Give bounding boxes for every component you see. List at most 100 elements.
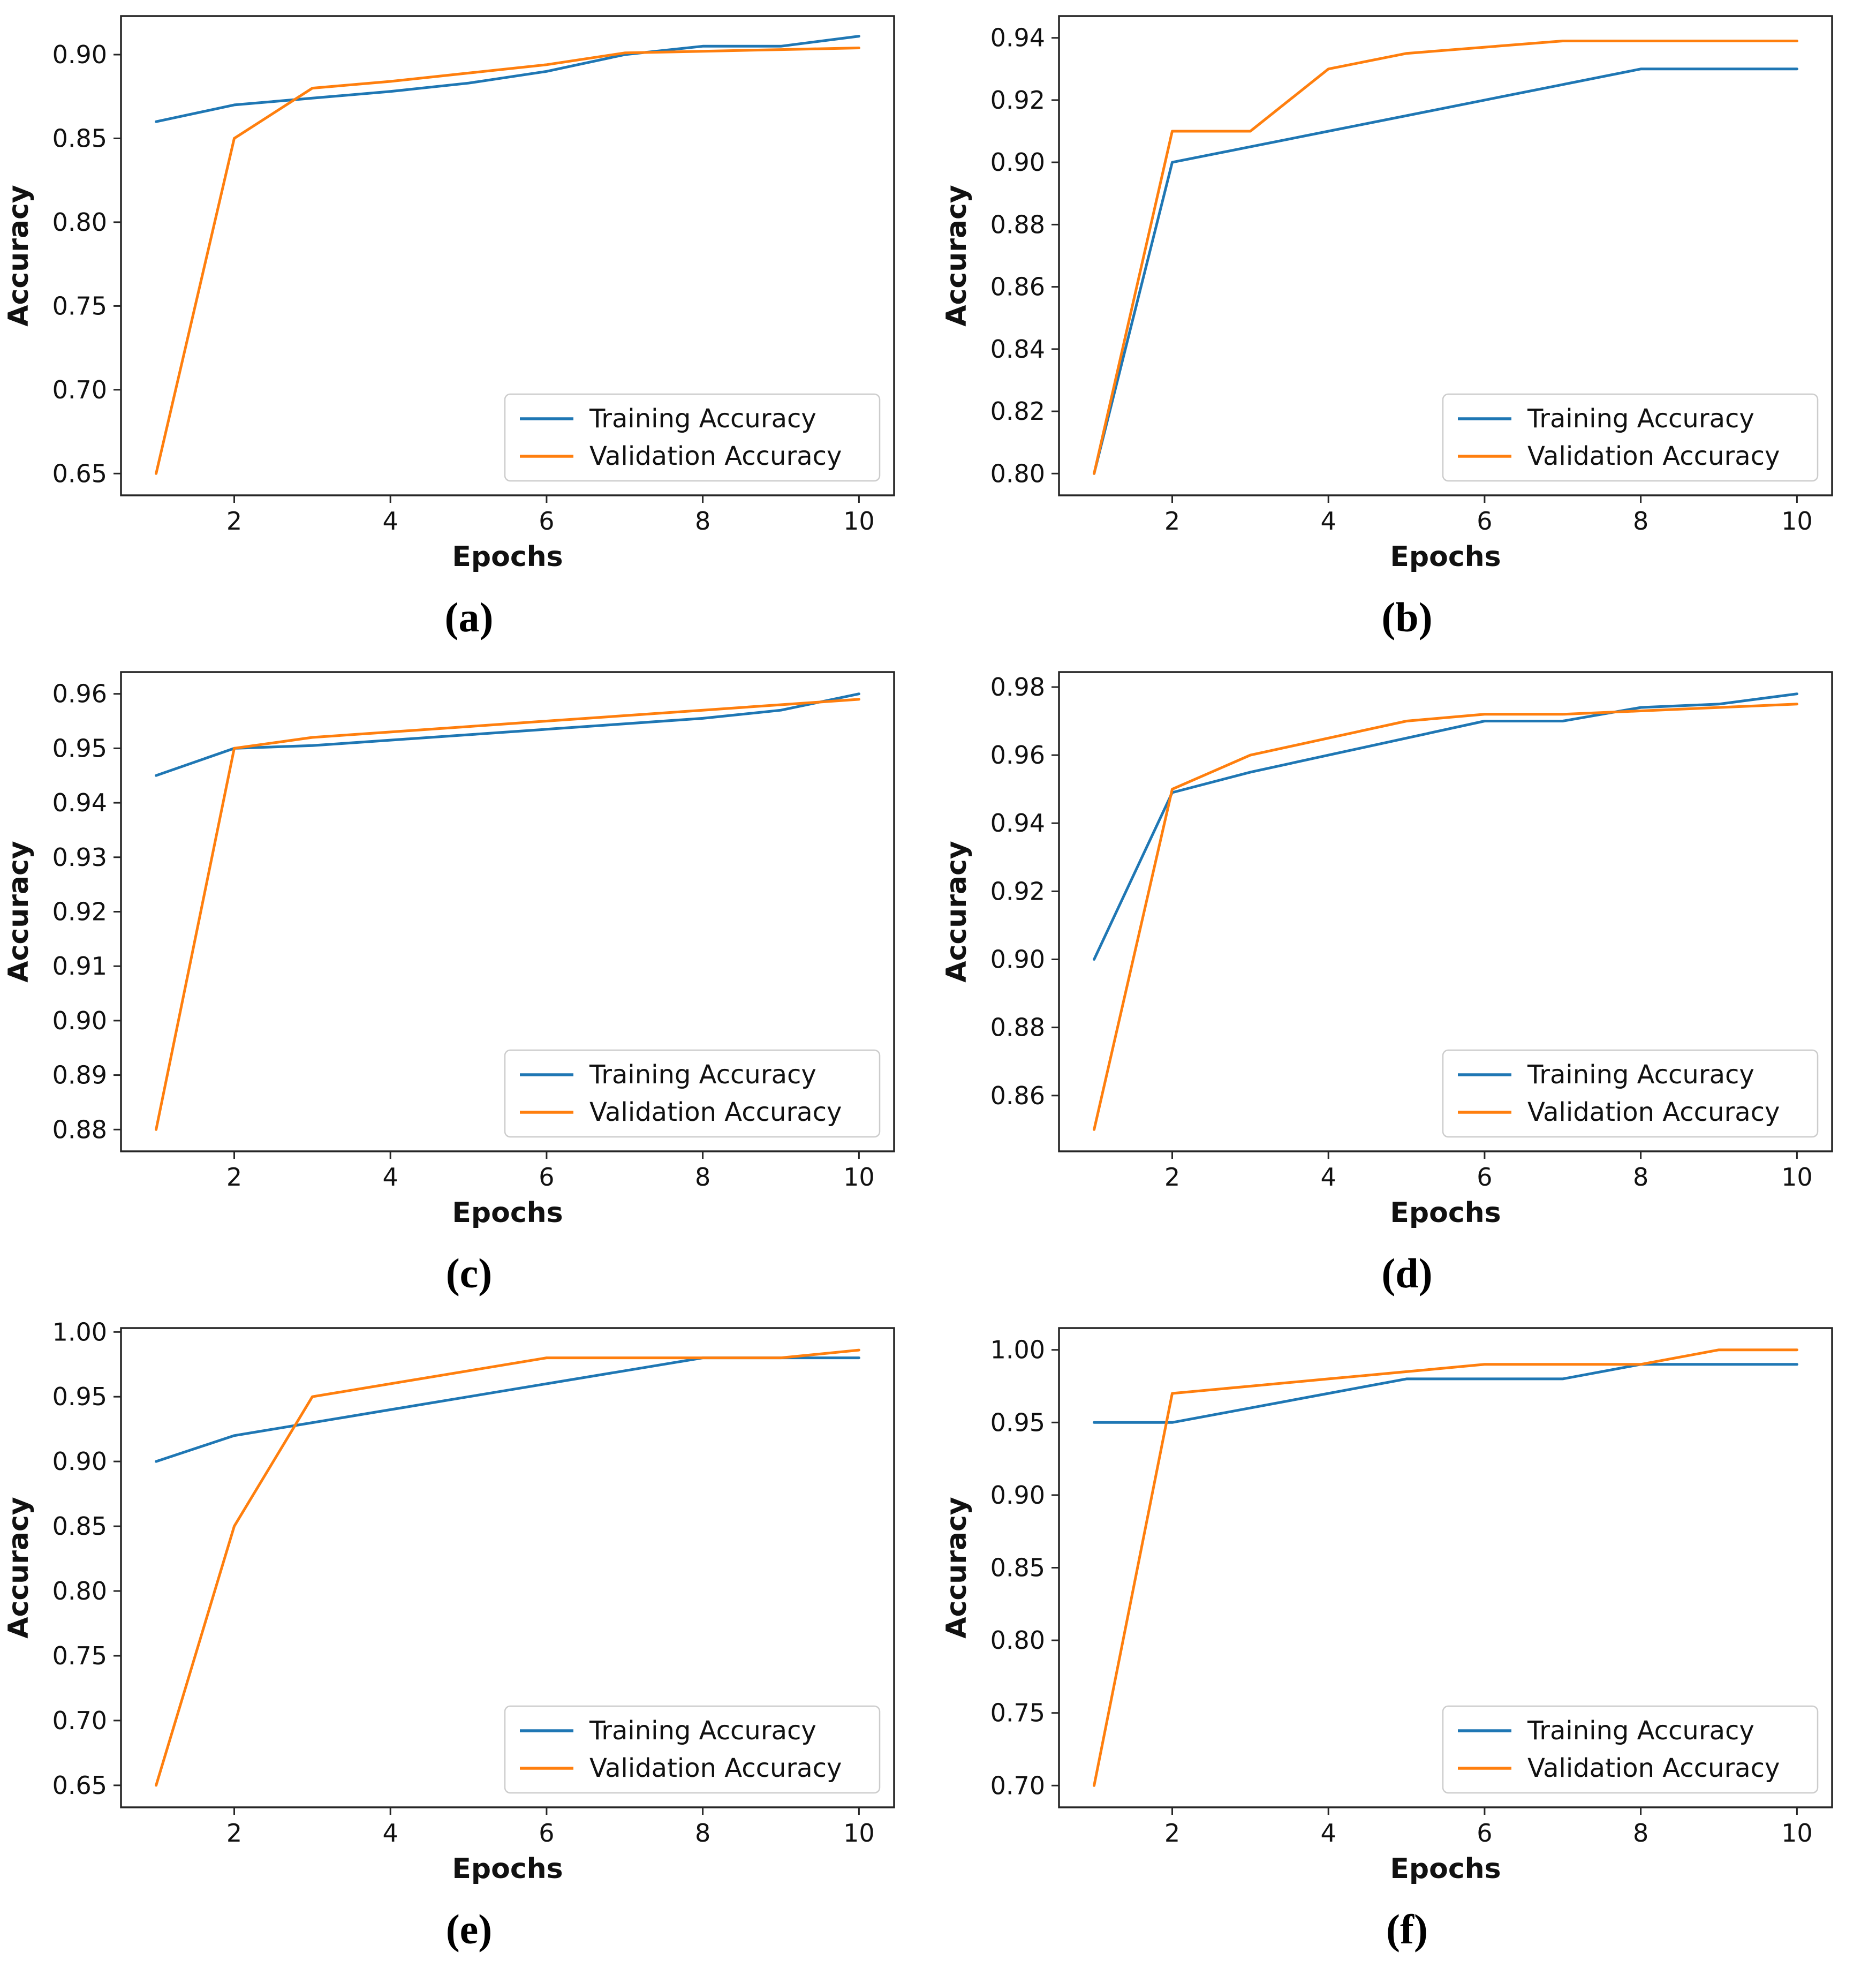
y-axis-label: Accuracy bbox=[941, 1497, 973, 1638]
y-axis-label: Accuracy bbox=[3, 185, 35, 326]
subplot-caption-b: (b) bbox=[1381, 593, 1433, 640]
x-axis: 2 4 6 8 10 bbox=[1164, 1807, 1813, 1848]
x-tick-label: 2 bbox=[226, 1163, 242, 1192]
x-tick-label: 6 bbox=[1477, 1163, 1492, 1192]
x-tick-label: 10 bbox=[1781, 1163, 1813, 1192]
y-tick-label: 0.92 bbox=[990, 877, 1045, 906]
legend-validation-label: Validation Accuracy bbox=[589, 1753, 842, 1783]
y-tick-label: 0.90 bbox=[990, 148, 1045, 177]
x-tick-label: 8 bbox=[695, 507, 710, 536]
y-tick-label: 0.82 bbox=[990, 397, 1045, 426]
x-tick-label: 6 bbox=[539, 1163, 554, 1192]
x-tick-label: 8 bbox=[1633, 1819, 1648, 1848]
accuracy-chart-f: 0.70 0.75 0.80 0.85 0.90 0.95 1.00 2 4 6 8 10 Traini… bbox=[941, 1327, 1833, 1885]
legend-validation-label: Validation Accuracy bbox=[589, 441, 842, 471]
legend-training-label: Training Accuracy bbox=[589, 1716, 816, 1746]
x-axis-label: Epochs bbox=[1390, 1197, 1501, 1229]
y-tick-label: 0.95 bbox=[990, 1408, 1045, 1437]
y-tick-label: 0.96 bbox=[52, 680, 107, 708]
y-axis: 0.65 0.70 0.75 0.80 0.85 0.90 bbox=[52, 40, 121, 488]
x-tick-label: 4 bbox=[1321, 1163, 1336, 1192]
y-tick-label: 0.90 bbox=[990, 945, 1045, 974]
subplot-caption-a: (a) bbox=[444, 593, 494, 640]
subplot-c: 0.88 0.89 0.90 0.91 0.92 0.93 0.94 0.95 0.96 2 4 6 8… bbox=[0, 656, 938, 1312]
y-tick-label: 0.88 bbox=[990, 1013, 1045, 1042]
subplot-caption-f: (f) bbox=[1386, 1905, 1428, 1952]
y-tick-label: 0.91 bbox=[52, 952, 107, 981]
y-tick-label: 0.92 bbox=[990, 86, 1045, 115]
y-axis: 0.80 0.82 0.84 0.86 0.88 0.90 0.92 0.94 bbox=[990, 24, 1059, 488]
training-line bbox=[1093, 67, 1798, 475]
y-tick-label: 0.80 bbox=[990, 459, 1045, 488]
subplot-caption-d: (d) bbox=[1381, 1249, 1433, 1296]
legend: Training Accuracy Validation Accuracy bbox=[504, 393, 881, 482]
y-tick-label: 0.90 bbox=[52, 1006, 107, 1035]
y-tick-label: 0.80 bbox=[52, 1577, 107, 1605]
x-tick-label: 10 bbox=[843, 1819, 875, 1848]
y-axis-label: Accuracy bbox=[3, 1497, 35, 1638]
y-tick-label: 0.90 bbox=[52, 1447, 107, 1476]
y-tick-label: 0.96 bbox=[990, 741, 1045, 770]
y-axis: 0.70 0.75 0.80 0.85 0.90 0.95 1.00 bbox=[990, 1336, 1059, 1800]
accuracy-chart-d: 0.86 0.88 0.90 0.92 0.94 0.96 0.98 2 4 6 8 10 Traini… bbox=[941, 671, 1833, 1229]
legend-validation-label: Validation Accuracy bbox=[1527, 1753, 1780, 1783]
x-tick-label: 4 bbox=[383, 1819, 398, 1848]
y-axis: 0.88 0.89 0.90 0.91 0.92 0.93 0.94 0.95 0.96 bbox=[52, 680, 121, 1144]
legend: Training Accuracy Validation Accuracy bbox=[1442, 1705, 1819, 1794]
validation-line bbox=[1093, 40, 1798, 475]
y-tick-label: 0.86 bbox=[990, 273, 1045, 301]
training-line bbox=[1093, 1363, 1798, 1424]
y-tick-label: 0.70 bbox=[990, 1771, 1045, 1800]
subplot-f: 0.70 0.75 0.80 0.85 0.90 0.95 1.00 2 4 6 8 10 Traini… bbox=[938, 1312, 1876, 1968]
x-tick-label: 2 bbox=[226, 507, 242, 536]
y-tick-label: 0.70 bbox=[52, 375, 107, 404]
validation-line bbox=[155, 47, 860, 475]
x-tick-label: 10 bbox=[843, 1163, 875, 1192]
x-tick-label: 4 bbox=[383, 1163, 398, 1192]
y-tick-label: 0.85 bbox=[52, 124, 107, 153]
x-tick-label: 6 bbox=[1477, 1819, 1492, 1848]
subplot-a: 0.65 0.70 0.75 0.80 0.85 0.90 2 4 6 8 10 Training A… bbox=[0, 0, 938, 656]
y-tick-label: 0.65 bbox=[52, 459, 107, 488]
x-tick-label: 2 bbox=[1164, 1819, 1180, 1848]
legend-box bbox=[1442, 393, 1819, 482]
legend-validation-label: Validation Accuracy bbox=[1527, 441, 1780, 471]
x-tick-label: 4 bbox=[1321, 507, 1336, 536]
x-tick-label: 2 bbox=[226, 1819, 242, 1848]
x-tick-label: 4 bbox=[1321, 1819, 1336, 1848]
x-axis: 2 4 6 8 10 bbox=[226, 1807, 875, 1848]
y-tick-label: 0.84 bbox=[990, 335, 1045, 364]
subplot-caption-c: (c) bbox=[445, 1249, 493, 1296]
subplot-caption-e: (e) bbox=[445, 1905, 493, 1952]
x-tick-label: 10 bbox=[1781, 507, 1813, 536]
legend-training-label: Training Accuracy bbox=[1527, 1060, 1754, 1090]
y-tick-label: 0.86 bbox=[990, 1081, 1045, 1110]
y-tick-label: 0.88 bbox=[990, 210, 1045, 239]
x-tick-label: 8 bbox=[1633, 1163, 1648, 1192]
validation-line bbox=[155, 698, 860, 1131]
y-tick-label: 0.70 bbox=[52, 1706, 107, 1735]
y-tick-label: 0.90 bbox=[52, 40, 107, 69]
y-axis-label: Accuracy bbox=[941, 841, 973, 982]
x-tick-label: 6 bbox=[539, 507, 554, 536]
validation-line bbox=[1093, 703, 1798, 1131]
x-tick-label: 4 bbox=[383, 507, 398, 536]
accuracy-chart-b: 0.80 0.82 0.84 0.86 0.88 0.90 0.92 0.94 2 4 6 8 10 Tr… bbox=[941, 15, 1833, 573]
y-tick-label: 0.75 bbox=[52, 1641, 107, 1670]
x-axis-label: Epochs bbox=[452, 541, 563, 573]
y-tick-label: 1.00 bbox=[52, 1317, 107, 1346]
x-axis: 2 4 6 8 10 bbox=[1164, 495, 1813, 536]
training-line bbox=[1093, 692, 1798, 961]
x-axis-label: Epochs bbox=[1390, 541, 1501, 573]
x-tick-label: 8 bbox=[695, 1819, 710, 1848]
y-tick-label: 0.88 bbox=[52, 1115, 107, 1144]
accuracy-chart-e: 0.65 0.70 0.75 0.80 0.85 0.90 0.95 1.00 2 4 6 8 10 Tr… bbox=[3, 1317, 895, 1885]
legend-training-label: Training Accuracy bbox=[1527, 1716, 1754, 1746]
legend-box bbox=[1442, 1705, 1819, 1794]
legend-box bbox=[504, 1705, 881, 1794]
validation-line bbox=[155, 1348, 860, 1787]
validation-line bbox=[1093, 1348, 1798, 1787]
y-tick-label: 0.94 bbox=[990, 24, 1045, 52]
legend-training-label: Training Accuracy bbox=[589, 1060, 816, 1090]
legend-box bbox=[504, 393, 881, 482]
